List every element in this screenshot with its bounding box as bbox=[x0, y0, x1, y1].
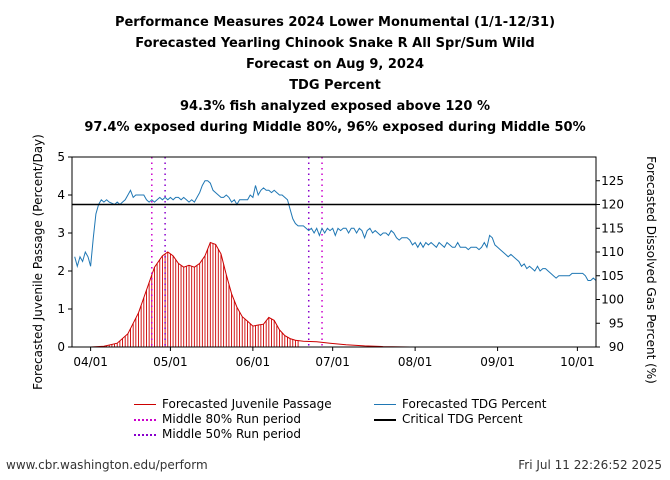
y2-tick-label: 95 bbox=[609, 316, 624, 330]
y2-tick-label: 120 bbox=[601, 198, 624, 212]
x-tick-label: 08/01 bbox=[398, 355, 433, 369]
x-tick-label: 10/01 bbox=[560, 355, 595, 369]
chart-title: Performance Measures 2024 Lower Monument… bbox=[114, 15, 556, 30]
chart-subtitle-middle-exposure: 97.4% exposed during Middle 80%, 96% exp… bbox=[84, 120, 586, 135]
x-tick-label: 05/01 bbox=[153, 355, 188, 369]
legend-label-critical-tdg: Critical TDG Percent bbox=[402, 412, 523, 426]
plot-frame bbox=[71, 156, 597, 348]
y-tick-label: 5 bbox=[57, 150, 65, 164]
y2-tick-label: 100 bbox=[601, 293, 624, 307]
legend-swatch-middle80 bbox=[134, 419, 156, 421]
tdg-series-line bbox=[74, 180, 597, 281]
y-axis-label: Forecasted Juvenile Passage (Percent/Day… bbox=[31, 134, 45, 390]
y2-tick-label: 125 bbox=[601, 174, 624, 188]
y2-tick-label: 110 bbox=[601, 245, 624, 259]
x-tick-label: 04/01 bbox=[73, 355, 108, 369]
legend-label-middle50: Middle 50% Run period bbox=[162, 427, 301, 441]
source-url: www.cbr.washington.edu/perform bbox=[6, 458, 208, 472]
y-tick-label: 4 bbox=[57, 188, 65, 202]
passage-series-line bbox=[90, 241, 410, 348]
y2-axis-label: Forecasted Dissolved Gas Percent (%) bbox=[644, 156, 658, 384]
legend-label-middle80: Middle 80% Run period bbox=[162, 412, 301, 426]
y2-tick-label: 90 bbox=[609, 340, 624, 354]
y-tick-label: 1 bbox=[57, 302, 65, 316]
legend-swatch-passage bbox=[134, 404, 156, 405]
legend-label-tdg: Forecasted TDG Percent bbox=[402, 397, 547, 411]
chart-subtitle-species: Forecasted Yearling Chinook Snake R All … bbox=[135, 36, 535, 51]
chart-title-block: Performance Measures 2024 Lower Monument… bbox=[0, 12, 670, 138]
legend-swatch-critical-tdg bbox=[374, 419, 396, 421]
y2-tick-label: 115 bbox=[601, 221, 624, 235]
chart-subtitle-exposure: 94.3% fish analyzed exposed above 120 % bbox=[179, 99, 491, 114]
x-tick-label: 07/01 bbox=[315, 355, 350, 369]
y-tick-label: 2 bbox=[57, 264, 65, 278]
legend-swatch-tdg bbox=[374, 404, 396, 405]
generated-timestamp: Fri Jul 11 22:26:52 2025 bbox=[518, 458, 662, 472]
y-tick-label: 3 bbox=[57, 226, 65, 240]
x-tick-label: 06/01 bbox=[236, 355, 271, 369]
chart-subtitle-metric: TDG Percent bbox=[289, 78, 381, 93]
y-tick-label: 0 bbox=[57, 340, 65, 354]
chart-subtitle-forecast-date: Forecast on Aug 9, 2024 bbox=[245, 57, 425, 72]
x-tick-label: 09/01 bbox=[480, 355, 515, 369]
y2-tick-label: 105 bbox=[601, 269, 624, 283]
legend-label-passage: Forecasted Juvenile Passage bbox=[162, 397, 332, 411]
legend-swatch-middle50 bbox=[134, 434, 156, 436]
